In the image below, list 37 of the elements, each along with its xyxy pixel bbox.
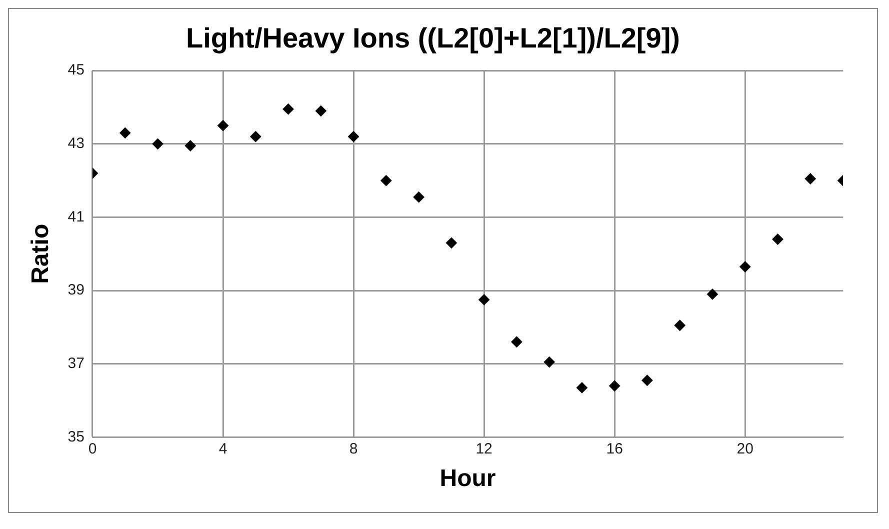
point: [544, 356, 555, 368]
point: [478, 294, 490, 306]
x-tick-label: 4: [218, 440, 228, 458]
point: [609, 380, 620, 392]
point: [184, 140, 196, 152]
y-tick-label: 39: [68, 282, 84, 299]
chart-title: Light/Heavy Ions ((L2[0]+L2[1])/L2[9]): [186, 22, 680, 54]
y-tick-label: 35: [68, 428, 84, 446]
y-tick-label: 45: [68, 62, 84, 79]
point: [380, 175, 392, 186]
point: [511, 336, 522, 348]
x-tick-label: 20: [736, 440, 754, 458]
y-tick-label: 41: [68, 208, 84, 226]
point: [772, 234, 784, 245]
point: [576, 382, 588, 394]
y-tick-label: 43: [68, 135, 84, 152]
y-axis-title: Ratio: [27, 224, 54, 284]
point: [413, 192, 424, 203]
x-tick-label: 8: [349, 440, 358, 458]
point: [348, 131, 360, 142]
point: [120, 127, 131, 138]
x-tick-label: 12: [476, 440, 492, 458]
point: [674, 320, 686, 331]
point: [315, 105, 326, 116]
point: [642, 374, 653, 386]
y-tick-label: 37: [68, 355, 84, 372]
point: [152, 138, 164, 150]
point: [250, 131, 262, 142]
x-axis-title: Hour: [440, 465, 496, 492]
x-tick-label: 0: [88, 440, 97, 458]
point: [740, 261, 751, 272]
point: [804, 173, 816, 184]
point: [446, 237, 457, 248]
x-tick-label: 16: [606, 440, 623, 458]
point: [218, 120, 229, 132]
point: [706, 288, 718, 300]
point: [282, 104, 294, 115]
